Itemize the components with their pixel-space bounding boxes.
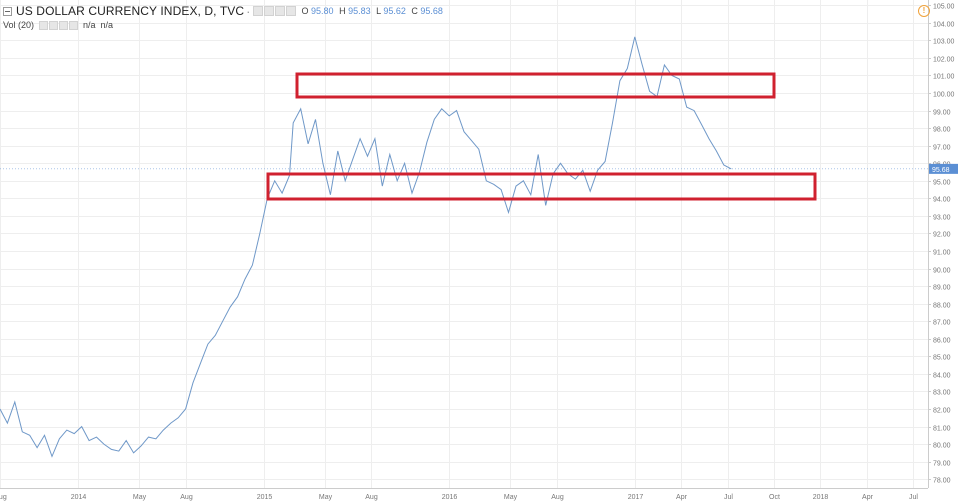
chart-grid [0,0,928,488]
volume-value: n/a [83,20,96,30]
volume-label[interactable]: Vol (20) [3,20,35,30]
y-tick-label: 102.00 [933,57,955,64]
volume-ma-value: n/a [100,20,114,30]
y-tick-label: 81.00 [933,426,951,433]
y-tick-label: 78.00 [933,478,951,485]
y-tick-label: 104.00 [933,22,955,29]
x-tick-label: Aug [551,494,564,501]
show-hide-icon[interactable] [253,6,264,16]
x-tick-label: Oct [769,494,780,501]
y-tick-label: 87.00 [933,320,951,327]
high-value: 95.83 [348,6,371,16]
x-tick-label: Aug [365,494,378,501]
x-tick-label: 2018 [813,494,829,501]
chart-header: US DOLLAR CURRENCY INDEX, D, TVC · O 95.… [0,3,446,19]
alert-icon[interactable]: ! [918,5,930,17]
x-tick-label: Aug [180,494,193,501]
x-tick-label: Aug [0,494,7,501]
y-tick-label: 90.00 [933,268,951,275]
y-tick-label: 80.00 [933,443,951,450]
collapse-icon[interactable] [3,6,12,16]
volume-settings-icon[interactable] [49,20,59,30]
last-price-label: 95.68 [932,167,950,174]
x-tick-label: 2017 [628,494,644,501]
price-axis[interactable]: 105.00 104.00 103.00 102.00 101.00 100.00 99.0… [928,0,960,503]
y-tick-label: 105.00 [933,4,955,11]
volume-show-hide-icon[interactable] [39,20,49,30]
x-tick-label: Jul [724,494,733,501]
y-tick-label: 83.00 [933,390,951,397]
y-tick-label: 84.00 [933,373,951,380]
x-tick-label: Apr [676,494,688,501]
x-tick-label: May [319,494,333,501]
last-price-marker: 95.68 [0,163,958,174]
price-line [0,36,732,458]
resistance-box[interactable] [295,72,776,99]
price-axis-background [928,0,960,503]
x-tick-label: 2015 [257,494,273,501]
x-tick-label: Jul [909,494,918,501]
price-series [0,36,732,458]
y-tick-label: 98.00 [933,127,951,134]
last-price-tag [929,163,958,174]
settings-icon[interactable] [264,6,275,16]
y-tick-label: 100.00 [933,92,955,99]
open-value: 95.80 [311,6,334,16]
y-tick-label: 103.00 [933,39,955,46]
y-tick-label: 97.00 [933,145,951,152]
y-tick-label: 88.00 [933,303,951,310]
y-tick-label: 101.00 [933,74,955,81]
annotation-boxes[interactable] [266,72,817,201]
y-tick-label: 79.00 [933,461,951,468]
x-tick-label: 2014 [71,494,87,501]
y-tick-label: 94.00 [933,197,951,204]
more-icon[interactable] [286,6,297,16]
y-tick-label: 82.00 [933,408,951,415]
separator-dot: · [246,3,251,19]
x-tick-label: 2016 [442,494,458,501]
close-value: 95.68 [420,6,443,16]
volume-legend: Vol (20) n/a n/a [3,20,113,30]
x-tick-label: May [133,494,147,501]
y-tick-label: 92.00 [933,232,951,239]
support-box[interactable] [266,172,817,201]
close-icon[interactable] [275,6,286,16]
y-tick-label: 86.00 [933,338,951,345]
y-tick-label: 95.00 [933,180,951,187]
x-tick-label: May [504,494,518,501]
volume-more-icon[interactable] [69,20,79,30]
ohlc-values: O 95.80 H 95.83 L 95.62 C 95.68 [301,6,443,16]
y-tick-label: 99.00 [933,110,951,117]
y-tick-label: 85.00 [933,355,951,362]
volume-close-icon[interactable] [59,20,69,30]
low-value: 95.62 [383,6,406,16]
symbol-title[interactable]: US DOLLAR CURRENCY INDEX, D, TVC [16,4,245,18]
y-tick-label: 93.00 [933,215,951,222]
time-axis[interactable]: Aug 2014 May Aug 2015 May Aug 2016 May Aug 2017 Apr… [0,488,928,502]
x-tick-label: Apr [862,494,874,501]
y-tick-label: 89.00 [933,285,951,292]
y-tick-label: 91.00 [933,250,951,257]
